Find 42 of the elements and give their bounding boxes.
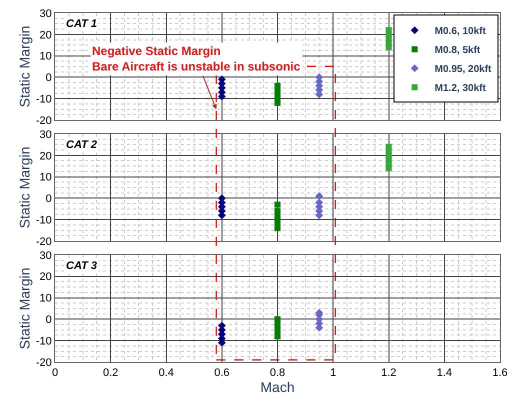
y-axis-title: Static Margin: [16, 26, 32, 108]
point: [386, 27, 392, 34]
annotation: CAT 2: [66, 139, 97, 151]
point: [386, 144, 392, 150]
y-tick-label: 20: [40, 271, 52, 284]
y-tick-label: 30: [40, 128, 52, 141]
y-tick-label: -20: [36, 236, 52, 248]
y-tick-label: 10: [40, 50, 52, 63]
x-tick-label: 1: [330, 367, 336, 380]
y-tick-label: 10: [40, 292, 52, 305]
y-tick-label: 0: [46, 314, 52, 326]
y-tick-label: 0: [46, 193, 52, 206]
y-axis-title: Static Margin: [16, 268, 32, 350]
y-tick-label: -10: [36, 214, 52, 226]
legend-label: M1.2, 30kft: [434, 83, 486, 94]
x-tick-label: 0.8: [270, 367, 286, 380]
y-axis-title: Static Margin: [16, 146, 32, 228]
legend-label: M0.8, 5kft: [434, 45, 481, 56]
legend-label: M0.6, 10kft: [434, 26, 486, 38]
y-tick-label: 20: [40, 29, 52, 42]
x-tick-label: 0.2: [102, 367, 118, 380]
y-tick-label: 30: [40, 8, 52, 20]
y-tick-label: -10: [36, 335, 52, 348]
y-tick-label: 20: [40, 150, 52, 162]
y-tick-label: -10: [36, 93, 52, 106]
x-tick-label: 1.4: [436, 367, 452, 380]
x-tick-label: 1.6: [492, 367, 508, 380]
point: [274, 202, 280, 208]
y-tick-label: 10: [40, 172, 52, 184]
annotation: CAT 1: [66, 18, 97, 30]
annotation: Negative Static Margin Bare Aircraft is unstable in subsonic: [92, 44, 301, 74]
y-tick-label: 30: [40, 250, 52, 262]
point: [315, 192, 324, 200]
y-tick-label: -20: [36, 356, 52, 369]
legend-label: M0.95, 20kft: [434, 64, 492, 76]
x-tick-label: 0.4: [158, 367, 174, 380]
x-tick-label: 1.2: [381, 367, 396, 380]
y-tick-label: -20: [36, 114, 52, 127]
annotation: CAT 3: [66, 260, 97, 272]
x-tick-label: 0.6: [214, 367, 230, 380]
y-tick-label: 0: [46, 72, 52, 84]
x-axis-title: Mach: [260, 379, 295, 396]
